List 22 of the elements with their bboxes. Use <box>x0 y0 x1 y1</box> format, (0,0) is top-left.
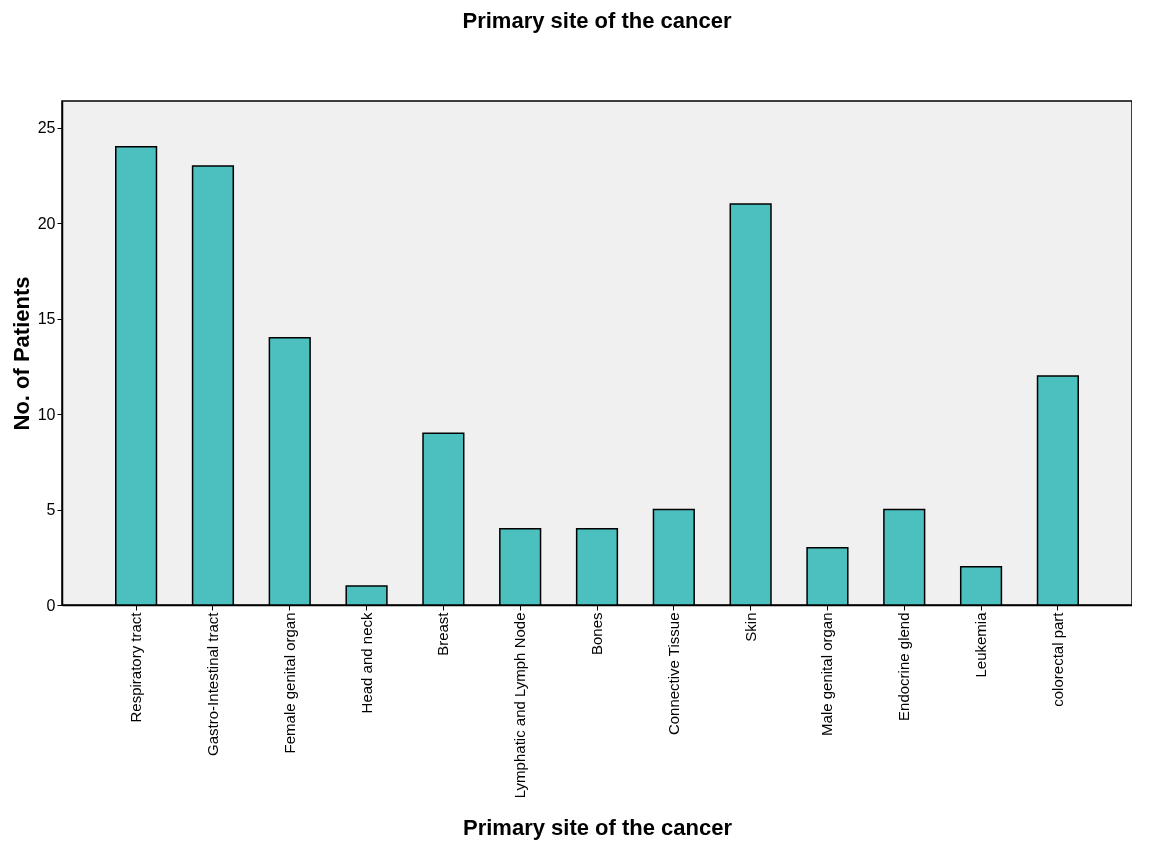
x-tick-label: Bones <box>588 612 605 656</box>
x-tick-label: Skin <box>741 612 759 642</box>
x-tick-label: Gastro-Intestinal tract <box>203 611 221 756</box>
x-tick-label: Male genital organ <box>818 612 836 736</box>
y-tick-label: 15 <box>37 310 56 328</box>
x-tick-label: Respiratory tract <box>127 611 145 723</box>
x-tick-label: Connective Tissue <box>664 612 682 736</box>
x-tick-label: colorectal part <box>1048 611 1066 707</box>
x-tick-label: Head and neck <box>357 612 375 714</box>
y-tick-label: 25 <box>37 119 56 137</box>
x-tick-label: Breast <box>434 611 452 656</box>
y-tick-label: 20 <box>37 214 56 232</box>
y-tick-label: 10 <box>37 405 56 423</box>
x-axis-title: Primary site of the cancer <box>462 815 733 841</box>
x-tick-label: Endocrine glend <box>895 612 913 721</box>
y-tick-label: 5 <box>46 501 56 519</box>
x-tick-label: Female genital organ <box>280 612 298 754</box>
x-tick-label: Lymphatic and Lymph Node <box>511 612 529 799</box>
y-tick-label: 0 <box>46 596 56 614</box>
x-tick-label: Leukemia <box>972 611 990 678</box>
y-axis-title: No. of Patients <box>8 276 34 431</box>
chart-title: Primary site of the cancer <box>462 8 732 33</box>
